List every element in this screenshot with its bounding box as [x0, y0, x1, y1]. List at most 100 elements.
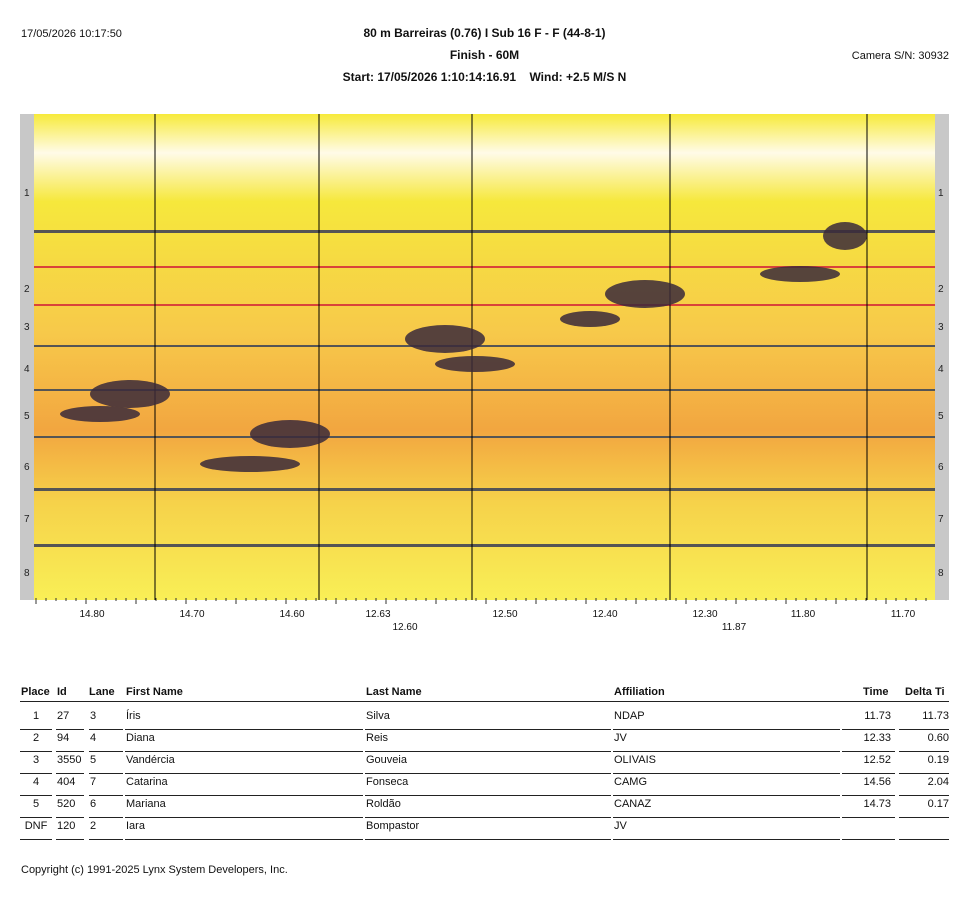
time-scale-label: 12.40 — [592, 609, 618, 620]
cell-underline — [899, 729, 949, 730]
cell-underline — [842, 839, 895, 840]
cell-underline — [613, 773, 840, 774]
time-scale-label: 14.80 — [79, 609, 105, 620]
time-scale-sublabel: 12.60 — [392, 622, 418, 633]
cell-underline — [842, 817, 895, 818]
cell-place: 2 — [32, 732, 40, 744]
lane-number-left: 2 — [24, 284, 30, 295]
cell-last: Fonseca — [366, 776, 409, 788]
header-divider — [20, 701, 949, 702]
lane-number-left: 7 — [24, 514, 30, 525]
cell-underline — [20, 751, 52, 752]
results-header-row: Place Id Lane First Name Last Name Affil… — [20, 684, 949, 706]
lane-numbers: 1 2 3 4 5 6 7 8 1 2 3 4 5 6 7 8 — [24, 188, 944, 579]
cell-underline — [89, 795, 123, 796]
cell-affiliation: JV — [614, 732, 627, 744]
cell-lane: 7 — [90, 776, 97, 788]
cell-underline — [842, 795, 895, 796]
cell-affiliation: JV — [614, 820, 627, 832]
lane-line — [34, 488, 935, 491]
time-scale-label: 14.70 — [179, 609, 205, 620]
lane-line — [34, 230, 935, 233]
column-header-id: Id — [57, 686, 67, 698]
lane-number-left: 3 — [24, 322, 30, 333]
lane-line — [34, 266, 935, 268]
table-row: 2 94 4 Diana Reis JV 12.33 0.60 — [20, 730, 949, 752]
time-scale-ticks — [35, 598, 927, 604]
cell-first: Vandércia — [126, 754, 175, 766]
cell-underline — [89, 817, 123, 818]
cell-underline — [125, 817, 363, 818]
time-scale-label: 12.30 — [692, 609, 718, 620]
cell-place: 4 — [32, 776, 40, 788]
cell-id: 520 — [57, 798, 76, 810]
cell-underline — [842, 773, 895, 774]
column-header-lane: Lane — [89, 686, 115, 698]
cell-underline — [365, 817, 611, 818]
cell-underline — [613, 729, 840, 730]
cell-underline — [365, 839, 611, 840]
cell-underline — [613, 817, 840, 818]
report-timestamp: 17/05/2026 10:17:50 — [21, 28, 122, 40]
cell-underline — [613, 751, 840, 752]
lane-line — [34, 345, 935, 347]
cell-underline — [56, 817, 84, 818]
lane-number-right: 3 — [938, 322, 944, 333]
start-info: Start: 17/05/2026 1:10:14:16.91 Wind: +2… — [342, 70, 627, 84]
photo-finish-svg: 1 2 3 4 5 6 7 8 1 2 3 4 5 6 7 8 — [20, 114, 949, 600]
lane-number-left: 4 — [24, 364, 30, 375]
cell-delta: 0.60 — [927, 732, 949, 744]
lane-number-left: 1 — [24, 188, 30, 199]
cell-time — [842, 818, 891, 834]
cell-underline — [899, 795, 949, 796]
cell-first: Diana — [126, 732, 155, 744]
table-row: 5 520 6 Mariana Roldão CANAZ 14.73 0.17 — [20, 796, 949, 818]
lane-number-right: 5 — [938, 411, 944, 422]
cell-underline — [365, 751, 611, 752]
cell-underline — [20, 773, 52, 774]
cell-lane: 2 — [90, 820, 97, 832]
athlete-silhouettes — [60, 222, 867, 472]
table-row: DNF 120 2 Iara Bompastor JV — [20, 818, 949, 840]
cell-last: Silva — [366, 710, 390, 722]
cell-place: 3 — [32, 754, 40, 766]
column-header-time: Time — [863, 686, 889, 698]
cell-id: 3550 — [57, 754, 82, 766]
cell-id: 94 — [57, 732, 70, 744]
cell-lane: 4 — [90, 732, 97, 744]
lane-line — [34, 304, 935, 306]
lane-line — [34, 389, 935, 391]
cell-underline — [20, 817, 52, 818]
cell-lane: 6 — [90, 798, 97, 810]
lane-number-right: 2 — [938, 284, 944, 295]
table-row: 3 3550 5 Vandércia Gouveia OLIVAIS 12.52 0.19 — [20, 752, 949, 774]
left-margin-bar — [20, 114, 34, 600]
column-header-affiliation: Affiliation — [614, 686, 665, 698]
cell-id: 404 — [57, 776, 76, 788]
cell-time: 12.52 — [863, 754, 891, 766]
lane-line — [34, 544, 935, 547]
cell-id: 120 — [57, 820, 76, 832]
cell-underline — [899, 751, 949, 752]
time-scale-sublabel: 11.87 — [721, 622, 747, 633]
cell-underline — [365, 729, 611, 730]
finish-line-label: Finish - 60M — [449, 48, 520, 62]
cell-underline — [899, 773, 949, 774]
photo-finish-image[interactable]: 1 2 3 4 5 6 7 8 1 2 3 4 5 6 7 8 — [20, 114, 949, 600]
time-scale-label: 12.50 — [492, 609, 518, 620]
cell-underline — [20, 839, 52, 840]
cell-delta: 0.19 — [927, 754, 949, 766]
time-scale-label: 12.63 — [365, 609, 391, 620]
cell-place: 5 — [32, 798, 40, 810]
cell-underline — [56, 773, 84, 774]
table-row: 4 404 7 Catarina Fonseca CAMG 14.56 2.04 — [20, 774, 949, 796]
lane-number-right: 4 — [938, 364, 944, 375]
cell-affiliation: NDAP — [614, 710, 645, 722]
cell-time: 11.73 — [864, 710, 891, 722]
cell-affiliation: CAMG — [614, 776, 647, 788]
cell-time: 14.56 — [863, 776, 891, 788]
cell-underline — [899, 839, 949, 840]
cell-id: 27 — [57, 710, 70, 722]
lane-number-left: 6 — [24, 462, 30, 473]
cell-underline — [56, 839, 84, 840]
